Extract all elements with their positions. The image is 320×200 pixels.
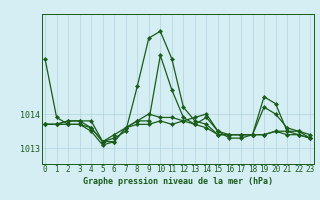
X-axis label: Graphe pression niveau de la mer (hPa): Graphe pression niveau de la mer (hPa) [83,177,273,186]
